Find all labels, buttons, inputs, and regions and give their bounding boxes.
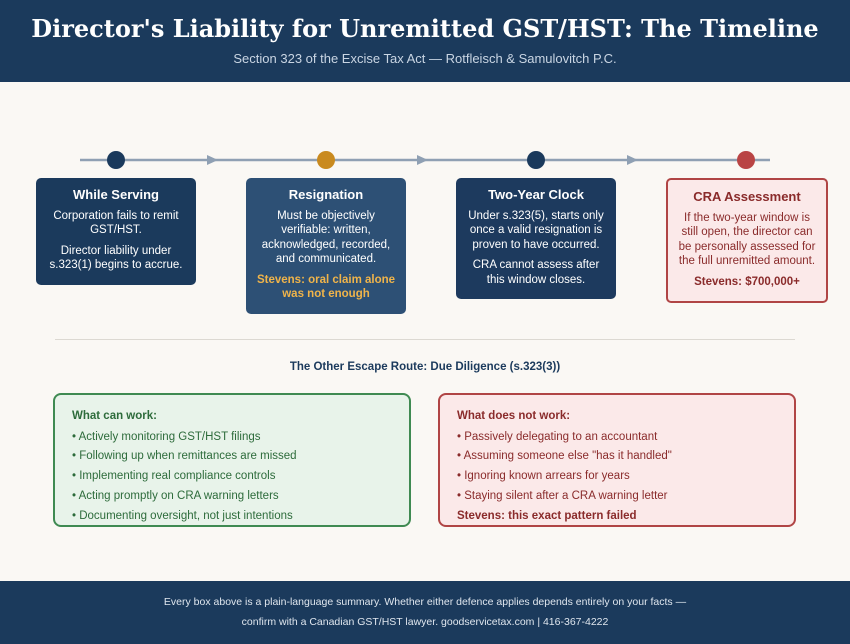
stage-title: While Serving xyxy=(73,187,159,202)
item: • Implementing real compliance controls xyxy=(72,470,276,483)
stage-text: CRA cannot assess after this window clos… xyxy=(472,259,600,286)
panel-title: What does not work: xyxy=(457,410,571,422)
item: • Ignoring known arrears for years xyxy=(457,470,630,483)
section-title: The Other Escape Route: Due Diligence (s… xyxy=(289,361,561,373)
stage: CRA Assessment If the two-year window is… xyxy=(666,178,828,303)
stage-title: Resignation xyxy=(288,187,364,202)
stage-text: Under s.323(5), starts only once a valid… xyxy=(468,209,604,251)
footer: Every box above is a plain-language summ… xyxy=(0,581,850,644)
stage-highlight: Stevens: $700,000+ xyxy=(694,275,800,288)
title: Director's Liability for Unremitted GST/… xyxy=(31,14,819,43)
stage-text: Corporation fails to remit GST/HST. xyxy=(53,209,179,237)
item: • Actively monitoring GST/HST filings xyxy=(72,430,261,443)
footer-line: Every box above is a plain-language summ… xyxy=(163,596,687,608)
stage-text: Director liability under s.323(1) begins… xyxy=(49,244,183,272)
divider xyxy=(55,339,795,340)
panel-title: What can work: xyxy=(72,410,157,422)
works-panel: What can work: • Actively monitoring GST… xyxy=(53,393,411,527)
item: • Passively delegating to an accountant xyxy=(457,430,658,443)
stage-text: Must be objectively verifiable: written,… xyxy=(261,209,391,266)
fails-panel: What does not work: • Passively delegati… xyxy=(438,393,796,527)
item: • Acting promptly on CRA warning letters xyxy=(72,489,279,502)
stage: While Serving Corporation fails to remit… xyxy=(36,178,196,285)
timeline-line xyxy=(80,151,770,169)
item: • Staying silent after a CRA warning let… xyxy=(457,489,668,502)
footer-line: confirm with a Canadian GST/HST lawyer. … xyxy=(241,616,609,628)
subtitle: Section 323 of the Excise Tax Act — Rotf… xyxy=(233,51,617,66)
stage: Two-Year Clock Under s.323(5), starts on… xyxy=(456,178,616,299)
stage-highlight: Stevens: oral claim alone was not enough xyxy=(256,273,396,301)
stage-title: Two-Year Clock xyxy=(488,187,584,202)
item: • Following up when remittances are miss… xyxy=(72,450,297,463)
stage: Resignation Must be objectively verifiab… xyxy=(246,178,406,314)
header: Director's Liability for Unremitted GST/… xyxy=(0,0,850,82)
stage-text: If the two-year window is still open, th… xyxy=(678,211,816,268)
stage-title: CRA Assessment xyxy=(693,189,801,204)
item: • Assuming someone else "has it handled" xyxy=(457,450,672,463)
item: • Documenting oversight, not just intent… xyxy=(72,509,293,522)
panel-highlight: Stevens: this exact pattern failed xyxy=(457,509,637,522)
